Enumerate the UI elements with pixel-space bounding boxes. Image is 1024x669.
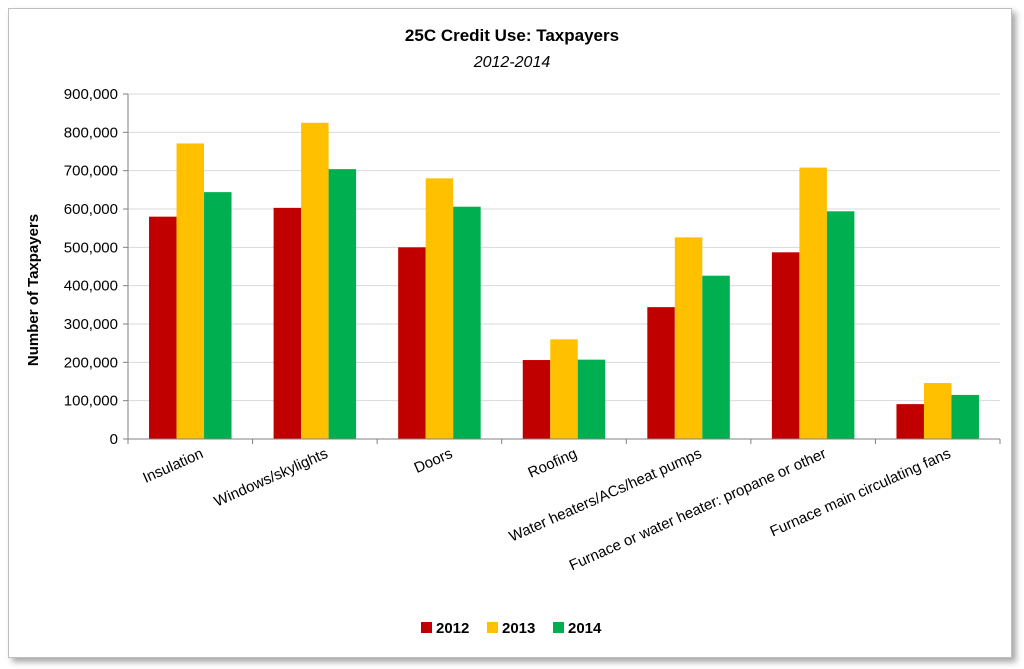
chart-title: 25C Credit Use: Taxpayers — [405, 26, 619, 45]
legend-label: 2014 — [568, 620, 602, 637]
y-tick-label: 0 — [110, 431, 118, 448]
axes — [127, 94, 1001, 444]
y-tick-label: 700,000 — [64, 163, 118, 180]
bar — [826, 211, 855, 439]
bar — [647, 307, 675, 439]
bar — [896, 404, 924, 439]
bar — [273, 207, 302, 439]
bar — [425, 178, 454, 440]
legend: 2012 2013 2014 — [421, 620, 602, 637]
bar — [522, 360, 551, 439]
legend-swatch — [421, 622, 432, 633]
bar — [453, 206, 481, 439]
x-category-label: Insulation — [140, 445, 206, 487]
chart-subtitle: 2012-2014 — [473, 54, 551, 71]
x-axis-categories: Insulation Windows/skylights Doors RoofingW… — [140, 445, 953, 574]
x-category-label: Furnace or water heater: propane or othe… — [567, 445, 829, 574]
y-tick-label: 300,000 — [64, 316, 118, 333]
bar — [702, 275, 730, 439]
bar — [577, 359, 606, 439]
bar — [771, 252, 800, 439]
bar — [674, 237, 703, 439]
bar — [176, 143, 205, 439]
bars — [149, 122, 979, 440]
bar — [301, 122, 329, 439]
y-axis-label: Number of Taxpayers — [25, 214, 42, 366]
legend-swatch — [553, 622, 564, 633]
bar — [149, 216, 177, 439]
x-category-label: Doors — [412, 445, 455, 477]
y-tick-label: 900,000 — [64, 86, 118, 103]
bar — [923, 383, 952, 439]
y-tick-label: 500,000 — [64, 239, 118, 256]
y-tick-label: 400,000 — [64, 278, 118, 295]
y-tick-label: 100,000 — [64, 393, 118, 410]
bar — [398, 247, 426, 439]
bar — [204, 192, 232, 439]
y-tick-label: 800,000 — [64, 124, 118, 141]
bar — [328, 169, 357, 439]
y-axis-ticks: 0 100,000 200,000 300,000 400,000 500,000 600,… — [64, 86, 118, 448]
x-category-label: Roofing — [525, 445, 579, 482]
y-tick-label: 600,000 — [64, 201, 118, 218]
x-category-label: Windows/skylights — [212, 445, 331, 510]
legend-label: 2013 — [502, 620, 535, 637]
y-tick-label: 200,000 — [64, 354, 118, 371]
gridlines — [123, 93, 1000, 440]
bar — [799, 167, 827, 439]
bar — [951, 394, 979, 439]
legend-swatch — [487, 622, 498, 633]
bar — [550, 339, 578, 439]
legend-label: 2012 — [436, 620, 469, 637]
x-category-label: Water heaters/ACs/heat pumps — [507, 445, 705, 545]
